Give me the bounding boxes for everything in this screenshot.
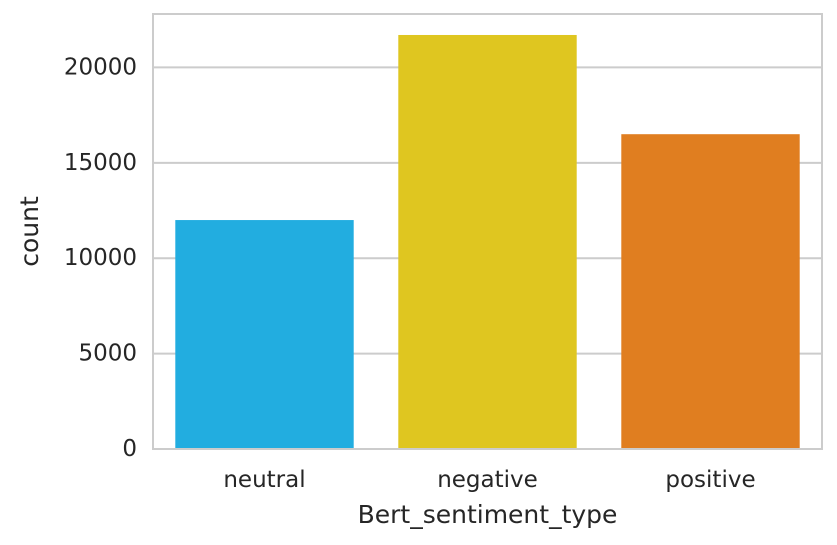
y-tick-label: 15000	[64, 150, 137, 176]
plot-area-frame	[152, 13, 823, 450]
x-axis-label: Bert_sentiment_type	[358, 500, 618, 529]
y-tick-label: 20000	[64, 54, 137, 80]
y-axis-label: count	[15, 196, 44, 267]
x-tick-labels: neutral negative positive	[223, 467, 755, 493]
bar-neutral	[175, 220, 354, 449]
bars	[175, 34, 800, 449]
bar-positive	[621, 134, 800, 449]
bar-negative	[398, 34, 577, 449]
y-tick-label: 5000	[78, 341, 137, 367]
y-tick-label: 0	[122, 436, 137, 462]
y-tick-label: 10000	[64, 245, 137, 271]
x-tick-label: negative	[437, 467, 538, 493]
x-tick-label: neutral	[223, 467, 305, 493]
x-tick-label: positive	[665, 467, 755, 493]
y-tick-labels: 0 5000 10000 15000 20000	[64, 54, 137, 462]
